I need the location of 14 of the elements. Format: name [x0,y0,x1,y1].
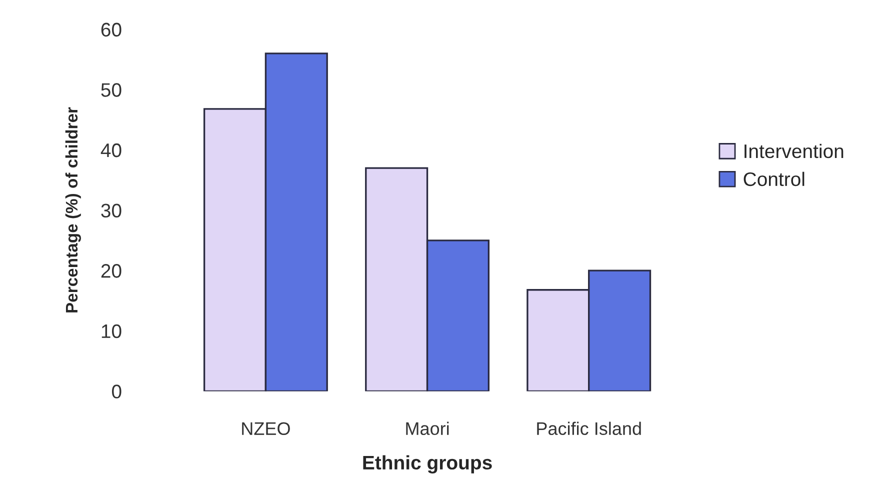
legend-label: Intervention [744,144,844,158]
y-tick-label: 30 [101,204,122,218]
x-axis-title: Ethnic groups [363,455,492,474]
y-tick-label: 50 [101,83,122,97]
legend-label: Control [744,172,804,186]
y-axis-title: Percentage (%) of childrer [65,107,81,312]
y-tick-label: 20 [101,264,122,278]
x-tick-label: Pacific Island [537,422,641,436]
x-tick-label: NZEO [242,422,290,436]
x-tick-label: Maori [406,422,449,436]
y-tick-label: 0 [112,384,122,398]
y-tick-label: 60 [101,22,122,37]
y-tick-label: 10 [102,324,122,338]
y-tick-label: 40 [100,143,122,158]
